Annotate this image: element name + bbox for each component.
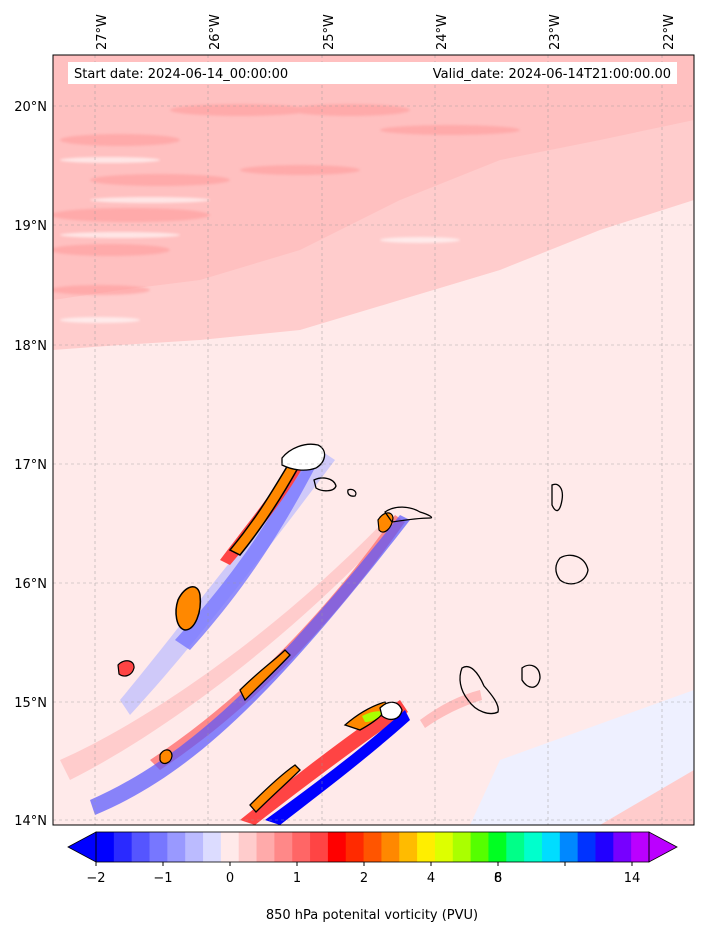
island-maio xyxy=(521,664,541,688)
colorbar-cell xyxy=(292,832,311,862)
colorbar-cell xyxy=(274,832,293,862)
colorbar-cell xyxy=(327,832,347,862)
colorbar-cell xyxy=(488,832,507,862)
colorbar-cell xyxy=(363,832,382,862)
valid-date-text: Valid_date: 2024-06-14T21:00:00.00 xyxy=(433,67,671,82)
island-sao-nicolau xyxy=(384,506,433,523)
colorbar-cell xyxy=(381,832,400,862)
start-date-text: Start date: 2024-06-14_00:00:00 xyxy=(74,67,288,82)
plot-area xyxy=(53,55,694,825)
northern-pv-band-inner xyxy=(53,55,694,300)
colorbar-tick-label: −2 xyxy=(86,871,105,886)
lat-label: 18°N xyxy=(14,339,47,354)
colorbar-frame xyxy=(95,831,650,863)
lat-label: 20°N xyxy=(14,100,47,115)
lat-label: 15°N xyxy=(14,696,47,711)
gridlines xyxy=(53,55,694,825)
islands xyxy=(281,443,589,721)
colorbar-cell xyxy=(167,832,186,862)
colorbar-cell xyxy=(149,832,168,862)
colorbar: −2 −1 0 1 2 4 6 8 10 14 850 hPa potenita… xyxy=(67,831,678,923)
colorbar-cell xyxy=(203,832,222,862)
colorbar-cell xyxy=(559,832,579,862)
filament-north xyxy=(117,450,335,715)
colorbar-cell xyxy=(595,832,614,862)
colorbar-cell xyxy=(541,832,561,862)
colorbar-cell xyxy=(96,832,115,862)
northern-white-gaps xyxy=(60,157,460,323)
filament-south xyxy=(240,690,482,825)
colorbar-cell xyxy=(452,832,472,862)
colorbar-tick-label: 14 xyxy=(624,871,641,886)
colorbar-tick-label: 2 xyxy=(360,871,368,886)
island-fogo xyxy=(379,701,403,721)
colorbar-tick-label: 4 xyxy=(427,871,435,886)
colorbar-ticks xyxy=(95,862,633,866)
colorbar-tick-label: −1 xyxy=(153,871,172,886)
island-sao-vicente xyxy=(313,477,337,492)
lat-label: 19°N xyxy=(14,219,47,234)
filament-middle xyxy=(60,512,410,815)
colorbar-cell xyxy=(113,832,133,862)
colorbar-cell xyxy=(238,832,258,862)
colorbar-tick-label: 0 xyxy=(226,871,234,886)
colorbar-cell xyxy=(506,832,525,862)
colorbar-cell xyxy=(399,832,418,862)
colorbar-tick-label: 8 xyxy=(494,871,502,886)
colorbar-cell xyxy=(631,832,650,862)
lon-label: 25°W xyxy=(322,14,337,50)
northern-streaks xyxy=(53,104,520,295)
colorbar-cell xyxy=(220,832,240,862)
lon-label: 27°W xyxy=(95,14,110,50)
colorbar-cell xyxy=(434,832,454,862)
island-santa-luzia xyxy=(347,488,357,497)
lon-label: 22°W xyxy=(662,14,677,50)
plot-frame xyxy=(52,54,695,826)
latitude-labels: 20°N 19°N 18°N 17°N 16°N 15°N 14°N xyxy=(14,100,47,829)
colorbar-cell xyxy=(310,832,329,862)
colorbar-tick-label: 6 xyxy=(494,871,502,886)
colorbar-tick-label: 1 xyxy=(293,871,301,886)
island-sal xyxy=(551,483,564,512)
island-santiago xyxy=(459,666,499,715)
colorbar-cell xyxy=(417,832,436,862)
colorbar-title: 850 hPa potenital vorticity (PVU) xyxy=(266,908,478,923)
colorbar-cell xyxy=(185,832,204,862)
lon-label: 24°W xyxy=(435,14,450,50)
colorbar-cell xyxy=(577,832,596,862)
colorbar-cell xyxy=(470,832,489,862)
colorbar-cell xyxy=(256,832,275,862)
date-annotation-box xyxy=(68,62,677,84)
southeast-blue-region xyxy=(470,690,694,825)
colorbar-min-extend xyxy=(67,831,97,863)
colorbar-cells xyxy=(96,832,650,862)
lat-label: 14°N xyxy=(14,814,47,829)
island-santo-antao xyxy=(281,443,326,471)
colorbar-tick-labels: −2 −1 0 1 2 4 6 8 10 14 xyxy=(86,871,640,886)
southeast-pink-region xyxy=(600,770,694,825)
colorbar-cell xyxy=(345,832,365,862)
longitude-labels: 27°W 26°W 25°W 24°W 23°W 22°W xyxy=(95,14,677,50)
lat-label: 17°N xyxy=(14,458,47,473)
colorbar-max-extend xyxy=(648,831,678,863)
colorbar-cell xyxy=(524,832,543,862)
colorbar-cell xyxy=(613,832,632,862)
lat-label: 16°N xyxy=(14,577,47,592)
lon-label: 23°W xyxy=(548,14,563,50)
lon-label: 26°W xyxy=(208,14,223,50)
colorbar-cell xyxy=(131,832,151,862)
